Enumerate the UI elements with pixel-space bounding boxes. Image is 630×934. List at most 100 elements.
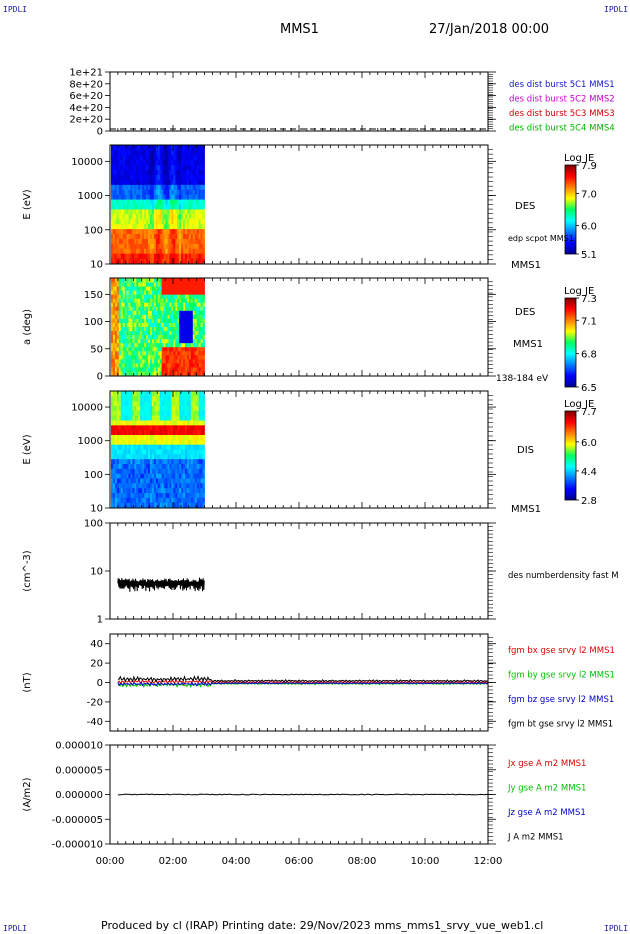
dis_energy-heat-cell [198,410,202,417]
des_pitch-heat-cell [179,363,182,368]
dis_energy-heat-cell [169,396,172,402]
des_energy-heat-cell [198,229,202,235]
des_pitch-heat-cell [136,339,139,344]
des_pitch-heat-cell [112,290,116,296]
dis_energy-heat-cell [112,449,116,455]
dis_energy-heat-cell [165,473,168,479]
des_pitch-heat-cell [192,294,196,300]
dis_energy-heat-cell [169,410,172,417]
des_pitch-heat-cell [185,335,188,340]
des_pitch-heat-cell [130,351,133,356]
des_pitch-heat-cell [142,331,145,336]
des_pitch-colorbar-label: 6.5 [581,383,597,394]
dis_energy-heat-cell [169,483,172,489]
des_energy-heat-cell [126,155,129,161]
dis_energy-heat-cell [155,449,159,455]
des_pitch-heat-cell [194,294,198,300]
dis_energy-heat-cell [116,425,120,431]
dis_energy-heat-cell [196,464,200,470]
des_energy-heat-cell [163,165,166,171]
des_energy-heat-cell [177,150,180,156]
des_pitch-heat-cell [167,343,170,348]
des_energy-heat-cell [167,155,170,161]
des_energy-heat-cell [200,209,203,215]
dis_energy-heat-cell [163,415,166,421]
dis_energy-heat-cell [151,502,155,508]
des_pitch-heat-cell [173,298,176,304]
des_energy-heat-cell [185,179,188,186]
des_pitch-heat-cell [183,290,186,296]
dis_energy-heat-cell [161,502,164,508]
des_pitch-heat-cell [126,290,129,296]
dis_energy-heat-cell [148,464,151,470]
des_energy-heat-cell [181,224,184,230]
dis_energy-heat-cell [142,449,145,455]
des_energy-heat-cell [128,179,131,186]
dis_energy-heat-cell [136,493,139,499]
des_pitch-heat-cell [171,294,174,300]
des_energy-heat-cell [128,258,131,264]
dis_energy-heat-cell [148,435,151,441]
dis_energy-heat-cell [114,439,118,446]
des_pitch-heat-cell [163,302,166,308]
des_pitch-heat-cell [196,355,200,360]
des_energy-heat-cell [179,248,182,255]
dis_energy-heat-cell [196,415,200,421]
des_energy-heat-cell [159,243,163,250]
des_pitch-heat-cell [155,286,159,292]
dis_energy-heat-cell [130,425,133,431]
dis_energy-heat-cell [151,483,155,489]
dist-y-tick-label: 8e+20 [69,79,103,90]
dis_energy-heat-cell [202,401,205,407]
des_pitch-heat-cell [163,310,166,316]
dis_energy-heat-cell [155,406,159,412]
x-tick-label: 06:00 [285,856,314,867]
dis_energy-heat-cell [175,391,178,397]
des_energy-heat-cell [198,234,202,240]
dis_energy-heat-cell [185,468,188,475]
des_pitch-heat-cell [146,367,149,372]
des_pitch-heat-cell [194,331,198,336]
dis_energy-heat-cell [161,473,164,479]
des_energy-heat-cell [153,145,157,151]
dis_energy-heat-cell [198,401,202,407]
dis_energy-heat-cell [120,478,124,484]
des_pitch-heat-cell [161,351,164,356]
dis_energy-heat-cell [190,497,194,504]
des_energy-heat-cell [165,184,168,191]
des_pitch-heat-cell [136,302,139,308]
dis_energy-heat-cell [149,473,153,479]
des_pitch-heat-cell [114,310,118,316]
des_pitch-heat-cell [181,355,184,360]
des_energy-heat-cell [130,229,133,235]
des_pitch-heat-cell [161,367,164,372]
des_energy-heat-cell [200,224,203,230]
des_energy-heat-cell [177,214,180,220]
dis_energy-heat-cell [111,493,114,499]
des_energy-heat-cell [188,224,192,230]
dis_energy-heat-cell [116,396,120,402]
des_pitch-heat-cell [155,306,159,312]
dis_energy-heat-cell [179,478,182,484]
des_energy-heat-cell [169,219,172,225]
des_energy-heat-cell [161,160,164,166]
dis_energy-heat-cell [177,391,180,397]
dis_energy-heat-cell [202,464,205,470]
dis_energy-heat-cell [175,473,178,479]
dis_energy-heat-cell [155,439,159,446]
dis_energy-heat-cell [134,473,137,479]
des_energy-heat-cell [196,238,200,245]
des_pitch-heat-cell [165,310,168,316]
dis_energy-heat-cell [148,483,151,489]
des_pitch-heat-cell [171,335,174,340]
dis_energy-heat-cell [134,502,137,508]
des_pitch-heat-cell [159,314,163,320]
des_energy-heat-cell [159,253,163,259]
dis_energy-heat-cell [202,478,205,484]
des_energy-heat-cell [136,204,139,210]
des_energy-heat-cell [161,175,164,181]
des_energy-heat-cell [190,209,194,215]
des_energy-heat-cell [175,253,178,259]
dis_energy-heat-cell [202,420,205,426]
des_pitch-heat-cell [179,343,182,348]
